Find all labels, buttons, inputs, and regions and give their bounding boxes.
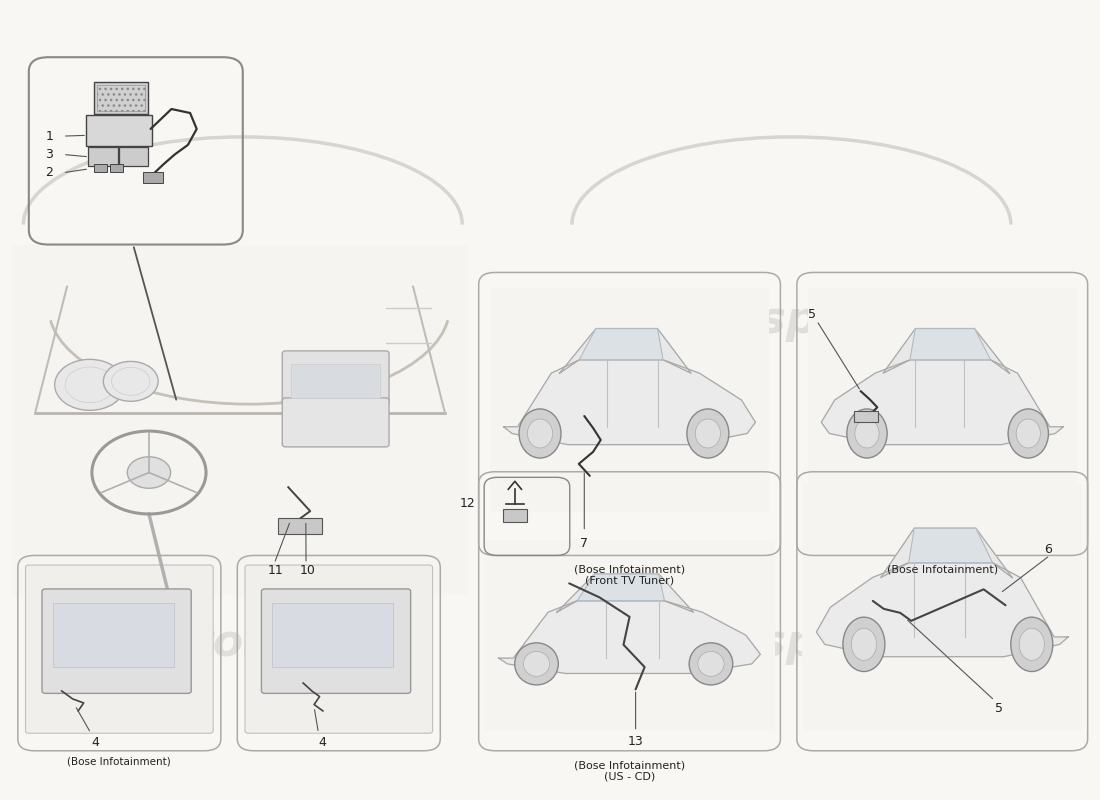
Circle shape — [103, 362, 158, 402]
Ellipse shape — [847, 409, 887, 458]
Polygon shape — [816, 562, 1068, 657]
Text: 13: 13 — [628, 734, 643, 748]
Text: 2: 2 — [45, 166, 53, 179]
Ellipse shape — [686, 409, 729, 458]
Text: 5: 5 — [807, 308, 816, 322]
Text: (Bose Infotainment): (Bose Infotainment) — [574, 565, 685, 575]
FancyBboxPatch shape — [12, 245, 468, 595]
FancyBboxPatch shape — [490, 288, 769, 512]
Text: 3: 3 — [45, 148, 53, 161]
Text: 4: 4 — [91, 736, 99, 750]
FancyBboxPatch shape — [273, 603, 393, 667]
Polygon shape — [578, 574, 664, 601]
Text: 12: 12 — [460, 497, 475, 510]
Text: (Bose Infotainment): (Bose Infotainment) — [574, 760, 685, 770]
Text: 4: 4 — [319, 736, 327, 750]
Text: eurospares: eurospares — [130, 298, 411, 342]
FancyBboxPatch shape — [802, 484, 1082, 731]
Ellipse shape — [851, 628, 877, 661]
Ellipse shape — [515, 643, 559, 685]
FancyBboxPatch shape — [88, 147, 118, 166]
Ellipse shape — [1016, 419, 1041, 448]
Text: (Bose Infotainment): (Bose Infotainment) — [887, 565, 998, 575]
FancyBboxPatch shape — [245, 565, 432, 734]
Polygon shape — [909, 528, 992, 562]
Polygon shape — [910, 329, 991, 360]
Polygon shape — [498, 601, 760, 674]
Ellipse shape — [690, 643, 733, 685]
FancyBboxPatch shape — [283, 398, 389, 447]
Ellipse shape — [1011, 617, 1053, 671]
Text: (US - CD): (US - CD) — [604, 771, 656, 782]
Ellipse shape — [527, 419, 552, 448]
Text: 10: 10 — [299, 564, 315, 578]
Text: (Front TV Tuner): (Front TV Tuner) — [585, 576, 674, 586]
Text: 11: 11 — [267, 564, 283, 578]
Polygon shape — [580, 329, 663, 360]
Ellipse shape — [697, 651, 724, 676]
Text: eurospares: eurospares — [646, 298, 926, 342]
FancyBboxPatch shape — [110, 164, 123, 172]
FancyBboxPatch shape — [855, 411, 879, 422]
Circle shape — [128, 457, 170, 488]
FancyBboxPatch shape — [42, 589, 191, 694]
FancyBboxPatch shape — [143, 172, 163, 183]
Ellipse shape — [519, 409, 561, 458]
Polygon shape — [881, 528, 1012, 578]
FancyBboxPatch shape — [94, 164, 107, 172]
Polygon shape — [504, 360, 756, 445]
Ellipse shape — [843, 617, 884, 671]
Text: eurospares: eurospares — [646, 622, 926, 665]
Text: eurospares: eurospares — [130, 622, 411, 665]
Text: 7: 7 — [581, 537, 589, 550]
FancyBboxPatch shape — [807, 288, 1077, 512]
Text: 1: 1 — [45, 130, 53, 142]
Text: 5: 5 — [994, 702, 1002, 715]
Ellipse shape — [855, 419, 879, 448]
Polygon shape — [560, 329, 691, 374]
FancyBboxPatch shape — [86, 115, 152, 146]
FancyBboxPatch shape — [119, 147, 148, 166]
FancyBboxPatch shape — [94, 82, 148, 114]
FancyBboxPatch shape — [484, 539, 774, 731]
FancyBboxPatch shape — [262, 589, 410, 694]
Ellipse shape — [524, 651, 550, 676]
Circle shape — [55, 359, 125, 410]
FancyBboxPatch shape — [53, 603, 174, 667]
FancyBboxPatch shape — [292, 364, 381, 398]
Text: 6: 6 — [1044, 543, 1052, 556]
Polygon shape — [557, 574, 693, 612]
Polygon shape — [822, 360, 1064, 445]
Text: (Bose Infotainment): (Bose Infotainment) — [67, 757, 172, 767]
Ellipse shape — [695, 419, 721, 448]
FancyBboxPatch shape — [278, 518, 322, 534]
Ellipse shape — [1020, 628, 1044, 661]
FancyBboxPatch shape — [503, 510, 527, 522]
FancyBboxPatch shape — [283, 351, 389, 405]
Ellipse shape — [1008, 409, 1048, 458]
FancyBboxPatch shape — [25, 565, 213, 734]
Polygon shape — [883, 329, 1010, 374]
